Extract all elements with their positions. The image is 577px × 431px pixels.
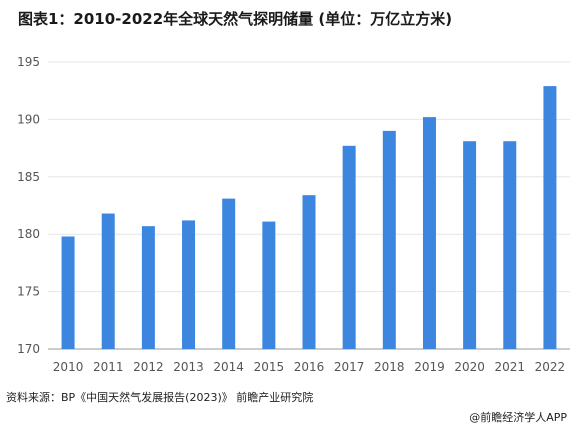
- bar-2012: [141, 226, 155, 349]
- x-tick-label: 2015: [254, 360, 285, 374]
- x-tick-label: 2010: [53, 360, 84, 374]
- y-tick-label: 180: [17, 227, 40, 241]
- x-tick-label: 2011: [93, 360, 124, 374]
- bar-2016: [302, 195, 316, 349]
- bar-2011: [101, 213, 115, 349]
- x-tick-label: 2017: [334, 360, 365, 374]
- y-tick-label: 175: [17, 285, 40, 299]
- bar-2013: [182, 220, 196, 349]
- y-tick-label: 185: [17, 170, 40, 184]
- x-tick-label: 2021: [494, 360, 525, 374]
- bar-2021: [503, 141, 517, 349]
- x-axis-ticks: 2010 2011 2012 2013 2014 2015 2016 2017 2018 2019…: [53, 360, 565, 374]
- source-note: 资料来源：BP《中国天然气发展报告(2023)》 前瞻产业研究院: [6, 391, 314, 404]
- bar-2015: [262, 221, 276, 349]
- x-tick-label: 2016: [294, 360, 325, 374]
- y-tick-label: 195: [17, 55, 40, 69]
- bar-2017: [342, 145, 356, 349]
- bar-2020: [463, 141, 477, 349]
- y-axis-ticks: 170 175 180 185 190 195: [17, 55, 40, 356]
- bar-2018: [382, 130, 396, 349]
- credit-label: @前瞻经济学人APP: [469, 411, 567, 424]
- x-tick-label: 2020: [454, 360, 485, 374]
- x-tick-label: 2018: [374, 360, 405, 374]
- x-tick-label: 2014: [213, 360, 244, 374]
- x-tick-label: 2012: [133, 360, 164, 374]
- x-tick-label: 2019: [414, 360, 445, 374]
- y-tick-label: 190: [17, 112, 40, 126]
- y-tick-label: 170: [17, 342, 40, 356]
- bar-2014: [222, 198, 236, 349]
- bar-2010: [61, 236, 75, 349]
- bar-2022: [543, 86, 557, 349]
- x-tick-label: 2022: [535, 360, 566, 374]
- chart-title: 图表1：2010-2022年全球天然气探明储量 (单位：万亿立方米): [18, 10, 453, 28]
- bar-2019: [422, 117, 436, 349]
- bars: [61, 86, 557, 349]
- x-tick-label: 2013: [173, 360, 204, 374]
